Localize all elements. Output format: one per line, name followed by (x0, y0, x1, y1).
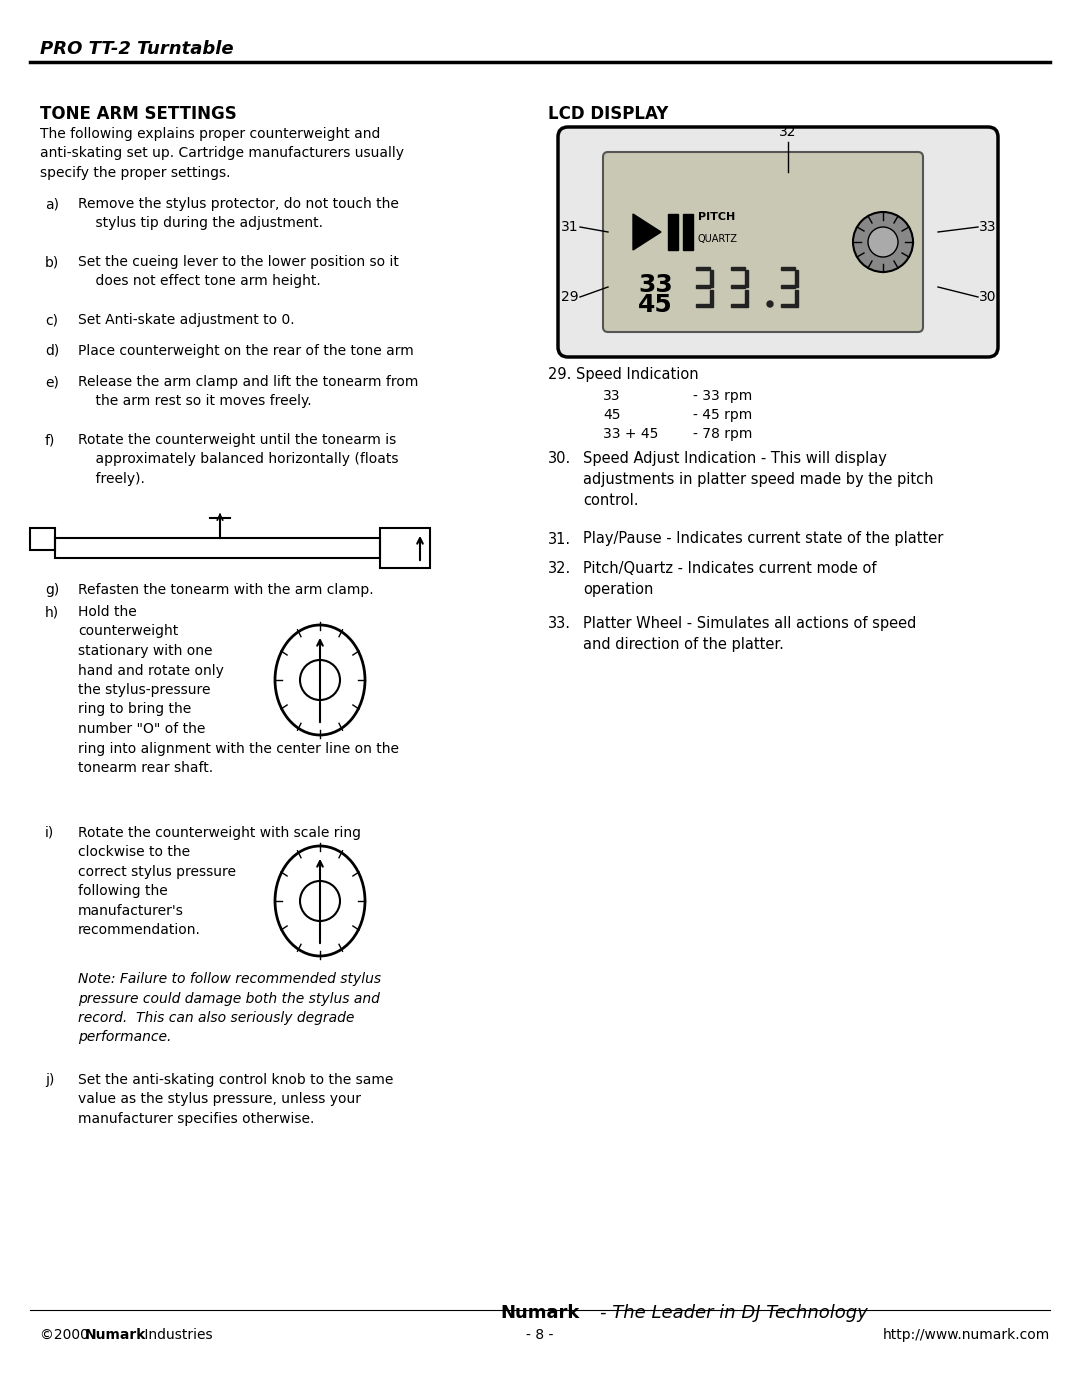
Bar (745, 291, 748, 307)
Text: Platter Wheel - Simulates all actions of speed
and direction of the platter.: Platter Wheel - Simulates all actions of… (583, 616, 916, 652)
Text: 32: 32 (780, 124, 797, 138)
Text: 33: 33 (603, 388, 621, 402)
Text: Set Anti-skate adjustment to 0.: Set Anti-skate adjustment to 0. (78, 313, 295, 327)
Text: LCD DISPLAY: LCD DISPLAY (548, 105, 669, 123)
Text: 30: 30 (980, 291, 997, 305)
Text: Numark: Numark (85, 1329, 147, 1343)
Text: Set the anti-skating control knob to the same
value as the stylus pressure, unle: Set the anti-skating control knob to the… (78, 1073, 393, 1126)
Text: h): h) (45, 605, 59, 619)
Text: - 8 -: - 8 - (526, 1329, 554, 1343)
Bar (781, 267, 795, 270)
Text: Play/Pause - Indicates current state of the platter: Play/Pause - Indicates current state of … (583, 531, 943, 546)
Text: 33: 33 (638, 272, 673, 298)
Text: QUARTZ: QUARTZ (698, 235, 738, 244)
Text: i): i) (45, 826, 54, 840)
Text: e): e) (45, 374, 59, 388)
Text: 33: 33 (980, 219, 997, 235)
Bar (795, 291, 798, 307)
Text: Pitch/Quartz - Indicates current mode of
operation: Pitch/Quartz - Indicates current mode of… (583, 562, 877, 597)
FancyBboxPatch shape (558, 127, 998, 358)
Circle shape (868, 226, 897, 257)
Text: TONE ARM SETTINGS: TONE ARM SETTINGS (40, 105, 237, 123)
Text: Rotate the counterweight with scale ring
clockwise to the
correct stylus pressur: Rotate the counterweight with scale ring… (78, 826, 361, 937)
Bar (781, 285, 795, 288)
Text: - The Leader in DJ Technology: - The Leader in DJ Technology (600, 1303, 867, 1322)
Bar (731, 303, 745, 307)
Bar (669, 214, 678, 250)
Text: Hold the
counterweight
stationary with one
hand and rotate only
the stylus-press: Hold the counterweight stationary with o… (78, 605, 399, 775)
Text: Rotate the counterweight until the tonearm is
    approximately balanced horizon: Rotate the counterweight until the tonea… (78, 433, 399, 486)
Text: Refasten the tonearm with the arm clamp.: Refasten the tonearm with the arm clamp. (78, 583, 374, 597)
Text: 45: 45 (603, 408, 621, 422)
Text: 29. Speed Indication: 29. Speed Indication (548, 367, 699, 381)
Text: The following explains proper counterweight and
anti-skating set up. Cartridge m: The following explains proper counterwei… (40, 127, 404, 180)
Text: a): a) (45, 197, 59, 211)
Text: Place counterweight on the rear of the tone arm: Place counterweight on the rear of the t… (78, 344, 414, 358)
Text: 33 + 45: 33 + 45 (603, 427, 659, 441)
Text: b): b) (45, 256, 59, 270)
Bar (710, 270, 713, 286)
Circle shape (853, 212, 913, 272)
Text: Speed Adjust Indication - This will display
adjustments in platter speed made by: Speed Adjust Indication - This will disp… (583, 451, 933, 509)
Text: 31: 31 (562, 219, 579, 235)
Text: 29: 29 (562, 291, 579, 305)
Text: PITCH: PITCH (698, 212, 735, 222)
Polygon shape (633, 214, 661, 250)
Text: Industries: Industries (140, 1329, 213, 1343)
Text: - 33 rpm: - 33 rpm (693, 388, 753, 402)
Text: Remove the stylus protector, do not touch the
    stylus tip during the adjustme: Remove the stylus protector, do not touc… (78, 197, 399, 231)
Bar (697, 267, 710, 270)
Text: Release the arm clamp and lift the tonearm from
    the arm rest so it moves fre: Release the arm clamp and lift the tonea… (78, 374, 418, 408)
Text: g): g) (45, 583, 59, 597)
Bar (30, 528, 55, 550)
Text: 45: 45 (638, 293, 673, 317)
Text: d): d) (45, 344, 59, 358)
Bar (380, 528, 430, 569)
Text: Note: Failure to follow recommended stylus
pressure could damage both the stylus: Note: Failure to follow recommended styl… (78, 972, 381, 1045)
Text: http://www.numark.com: http://www.numark.com (882, 1329, 1050, 1343)
Text: 31.: 31. (548, 531, 571, 546)
Bar (710, 291, 713, 307)
Text: - 45 rpm: - 45 rpm (693, 408, 753, 422)
Bar (697, 285, 710, 288)
Text: 33.: 33. (548, 616, 571, 631)
Bar (683, 214, 693, 250)
Bar (795, 270, 798, 286)
Text: 32.: 32. (548, 562, 571, 576)
Text: Set the cueing lever to the lower position so it
    does not effect tone arm he: Set the cueing lever to the lower positi… (78, 256, 399, 289)
Bar (781, 303, 795, 307)
Text: j): j) (45, 1073, 54, 1087)
Text: PRO TT-2 Turntable: PRO TT-2 Turntable (40, 41, 233, 59)
Text: c): c) (45, 313, 58, 327)
FancyBboxPatch shape (603, 152, 923, 332)
Text: - 78 rpm: - 78 rpm (693, 427, 753, 441)
Bar (745, 270, 748, 286)
Text: 30.: 30. (548, 451, 571, 467)
Circle shape (767, 300, 773, 307)
Bar (731, 267, 745, 270)
Text: Numark: Numark (500, 1303, 580, 1322)
Text: f): f) (45, 433, 55, 447)
Bar (731, 285, 745, 288)
Bar (697, 303, 710, 307)
Text: ©2000: ©2000 (40, 1329, 93, 1343)
